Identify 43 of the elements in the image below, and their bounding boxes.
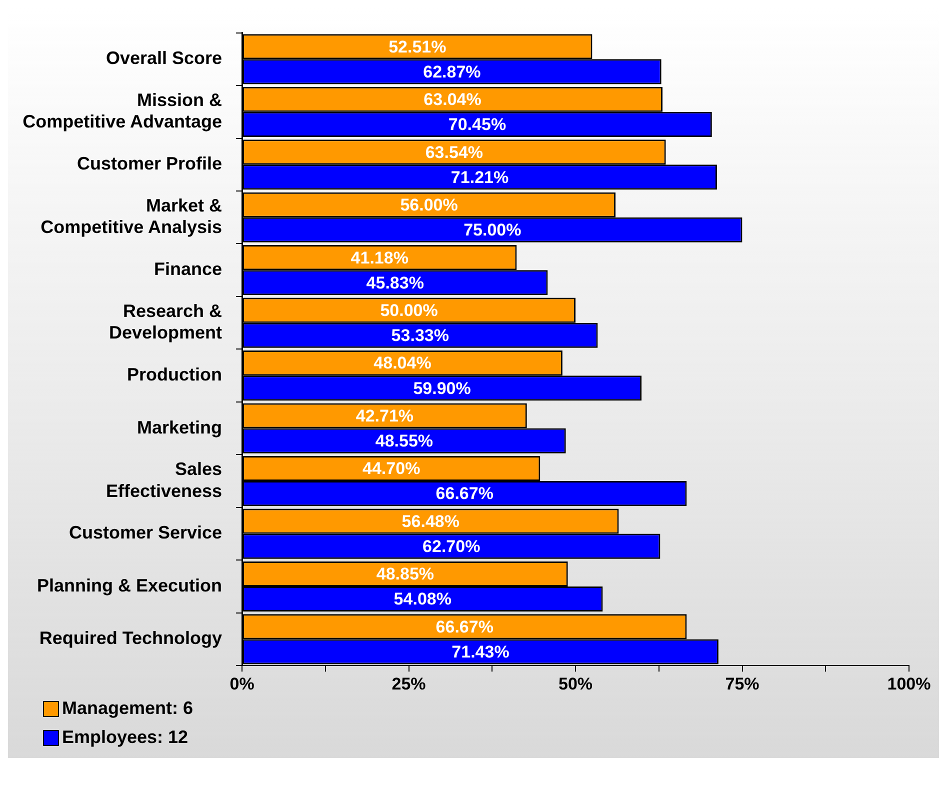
- data-label: 44.70%: [362, 459, 420, 478]
- data-label: 63.04%: [424, 90, 482, 110]
- data-label: 42.71%: [356, 406, 414, 426]
- data-label: 63.54%: [425, 142, 484, 162]
- data-label: 56.48%: [402, 512, 460, 531]
- x-tick-label: 0%: [230, 674, 254, 694]
- y-tick-label: Sales Effectiveness: [106, 459, 222, 501]
- y-tick-label: Customer Profile: [77, 154, 222, 174]
- data-label: 41.18%: [350, 248, 408, 268]
- data-label: 54.08%: [394, 590, 452, 609]
- x-tick-label: 75%: [725, 674, 760, 694]
- data-label: 71.43%: [452, 642, 510, 662]
- y-tick-label: Production: [127, 364, 222, 385]
- x-tick-label: 50%: [558, 674, 593, 694]
- data-label: 53.33%: [391, 326, 449, 346]
- data-label: 62.87%: [423, 62, 481, 82]
- data-label: 66.67%: [436, 484, 494, 504]
- data-label: 62.70%: [422, 536, 480, 556]
- data-label: 70.45%: [448, 115, 506, 134]
- y-tick-label: Marketing: [137, 417, 222, 438]
- data-label: 75.00%: [464, 220, 522, 240]
- data-label: 48.85%: [376, 564, 434, 584]
- data-label: 56.00%: [400, 196, 458, 215]
- legend-label: Management: 6: [62, 698, 194, 719]
- data-label: 45.83%: [366, 273, 424, 292]
- data-label: 48.04%: [374, 354, 432, 373]
- data-label: 59.90%: [413, 378, 471, 398]
- y-tick-label: Market & Competitive Analysis: [40, 196, 222, 238]
- data-label: 66.67%: [436, 617, 494, 636]
- data-label: 50.00%: [380, 300, 438, 320]
- data-label: 52.51%: [388, 37, 446, 56]
- x-tick-label: 100%: [887, 674, 931, 694]
- x-tick-label: 25%: [392, 674, 426, 694]
- y-tick-label: Overall Score: [106, 48, 222, 68]
- data-label: 48.55%: [375, 432, 434, 451]
- y-tick-label: Required Technology: [39, 628, 222, 648]
- y-tick-label: Research & Development: [109, 301, 222, 343]
- y-tick-label: Finance: [154, 259, 222, 280]
- legend-label: Employees: 12: [62, 727, 188, 748]
- data-label: 71.21%: [450, 168, 509, 187]
- y-tick-label: Planning & Execution: [37, 575, 222, 596]
- y-tick-label: Customer Service: [68, 522, 222, 543]
- y-tick-label: Mission & Competitive Advantage: [22, 90, 222, 132]
